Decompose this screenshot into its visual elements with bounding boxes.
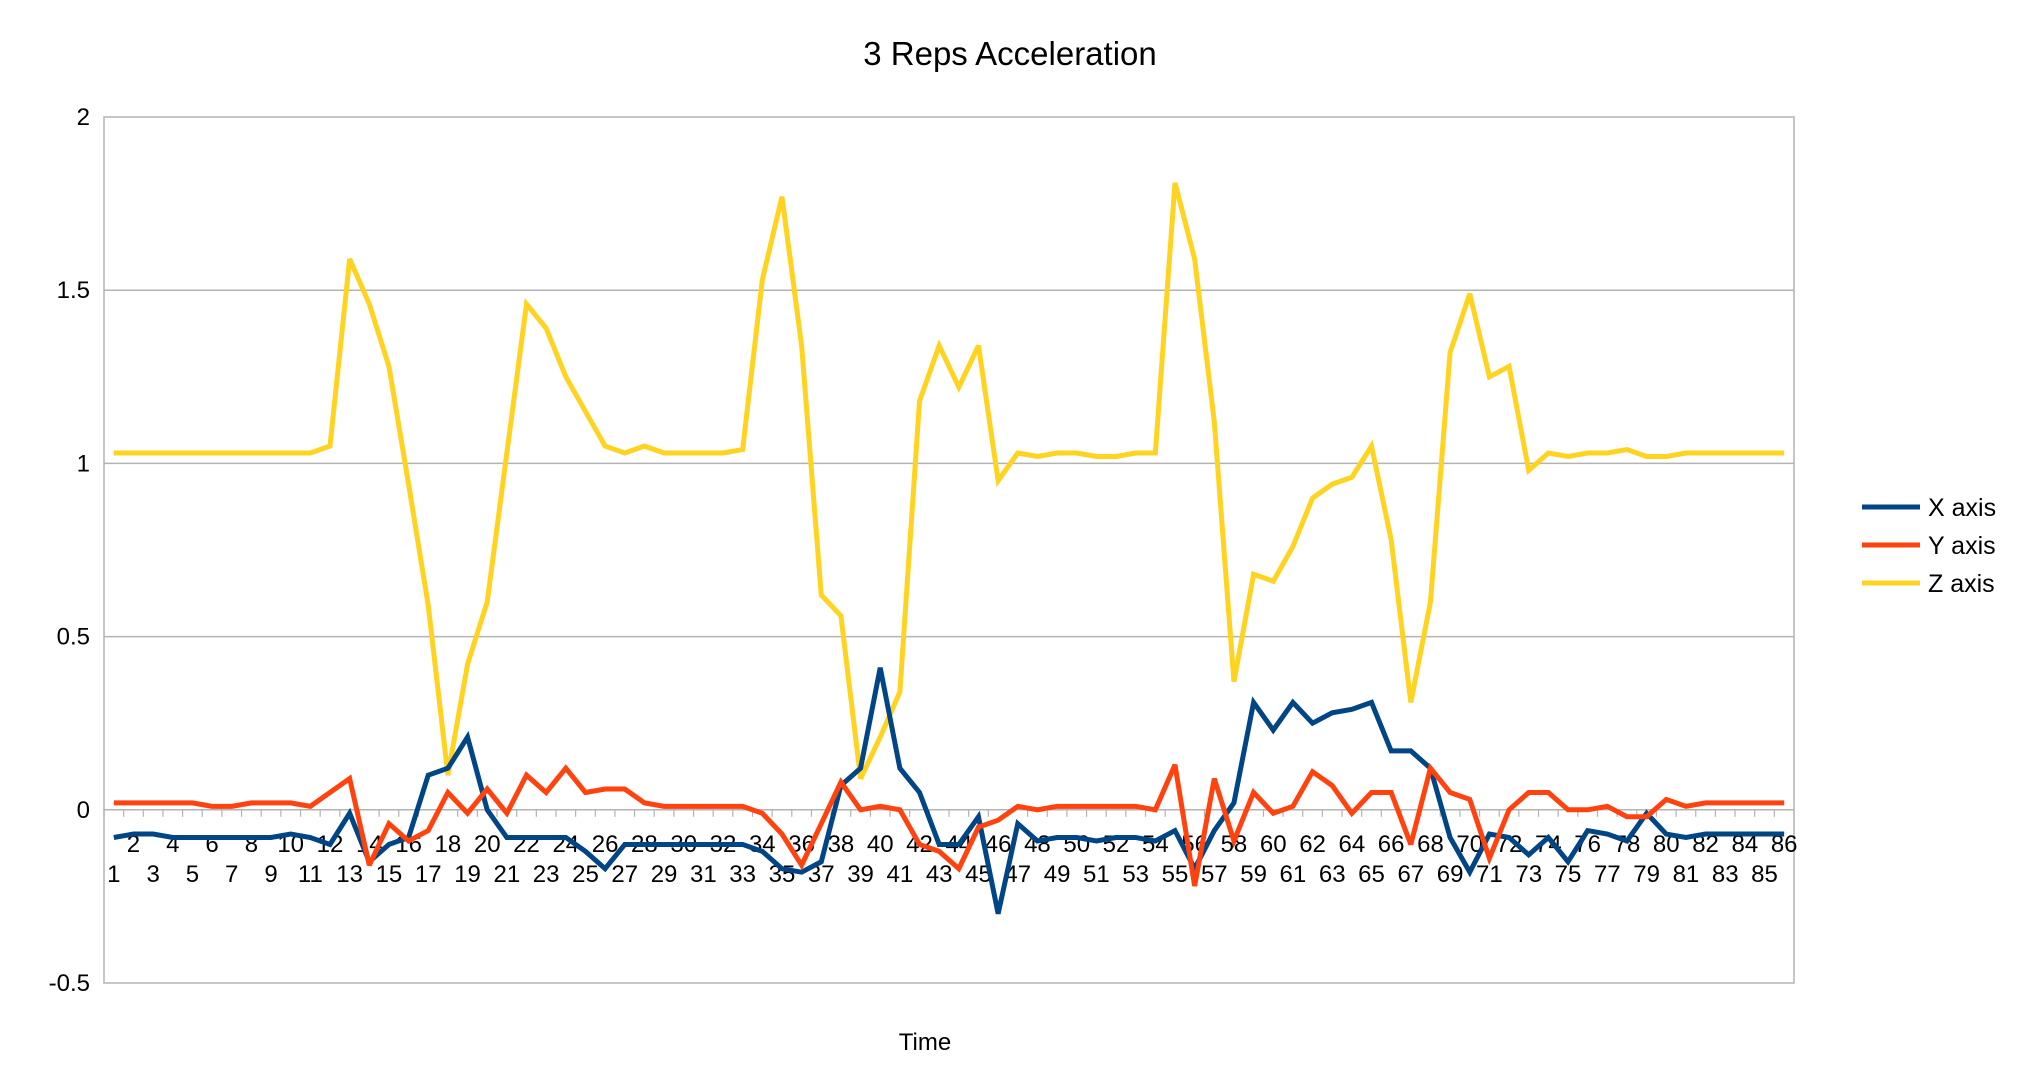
x-tick-label: 60 [1260,831,1287,858]
x-tick-label: 29 [651,861,678,888]
x-tick-label: 66 [1378,831,1405,858]
x-axis-title: Time [899,1029,951,1056]
x-tick-label: 61 [1280,861,1307,888]
x-tick-label: 5 [186,861,199,888]
x-tick-label: 11 [298,861,323,888]
x-tick-label: 15 [376,861,403,888]
series-lines [113,182,1785,915]
x-tick-label: 35 [769,861,796,888]
x-tick-label: 49 [1044,861,1071,888]
x-tick-label: 39 [847,861,874,888]
x-tick-label: 69 [1437,861,1464,888]
x-tick-label: 19 [454,861,481,888]
x-tick-label: 81 [1673,861,1700,888]
x-tick-label: 13 [336,861,363,888]
x-tick-label: 46 [985,831,1012,858]
legend-label: X axis [1928,494,1996,522]
x-tick-label: 18 [435,831,462,858]
y-tick-label: 0.5 [57,624,90,651]
x-tick-label: 31 [690,861,717,888]
y-tick-label: 2 [77,104,90,131]
x-tick-label: 83 [1712,861,1739,888]
x-tick-label: 38 [828,831,855,858]
x-tick-label: 67 [1397,861,1424,888]
x-tick-label: 71 [1476,861,1503,888]
x-tick-label: 65 [1358,861,1385,888]
x-tick-label: 77 [1594,861,1621,888]
x-tick-label: 25 [572,861,599,888]
x-tick-label: 85 [1751,861,1778,888]
x-tick-label: 3 [146,861,159,888]
legend-item: X axis [1862,494,1996,522]
x-tick-label: 17 [415,861,442,888]
x-tick-label: 1 [107,861,120,888]
x-tick-label: 53 [1122,861,1149,888]
legend-item: Y axis [1862,532,1996,560]
x-tick-label: 59 [1240,861,1267,888]
plot-area-border [103,116,1795,984]
y-tick-label: 0 [77,797,90,824]
y-axis-ticks: -0.5 0 0.5 1 1.5 2 [49,104,90,997]
x-tick-label: 79 [1633,861,1660,888]
x-tick-label: 63 [1319,861,1346,888]
x-tick-label: 68 [1417,831,1444,858]
y-tick-label: 1.5 [57,277,90,304]
legend-label: Z axis [1928,570,1995,598]
x-tick-label: 9 [264,861,277,888]
x-tick-label: 21 [493,861,520,888]
x-tick-label: 26 [592,831,619,858]
x-tick-label: 55 [1162,861,1189,888]
legend: X axis Y axis Z axis [1862,494,1996,598]
x-tick-label: 2 [127,831,140,858]
legend-item: Z axis [1862,570,1995,598]
chart-title: 3 Reps Acceleration [863,35,1157,72]
y-tick-label: -0.5 [49,970,90,997]
y-tick-label: 1 [77,450,90,477]
legend-label: Y axis [1928,532,1996,560]
x-tick-label: 57 [1201,861,1228,888]
x-tick-label: 40 [867,831,894,858]
x-tick-label: 33 [729,861,756,888]
x-tick-label: 41 [887,861,914,888]
x-tick-label: 43 [926,861,953,888]
x-tick-label: 62 [1299,831,1326,858]
x-tick-label: 73 [1515,861,1542,888]
x-tick-label: 27 [611,861,638,888]
x-tick-label: 23 [533,861,560,888]
series-line-z-axis [113,182,1785,780]
x-tick-label: 64 [1338,831,1365,858]
x-tick-label: 7 [225,861,238,888]
series-line-y-axis [113,762,1785,887]
series-line-x-axis [113,667,1785,915]
x-tick-label: 20 [474,831,501,858]
x-tick-label: 51 [1083,861,1110,888]
